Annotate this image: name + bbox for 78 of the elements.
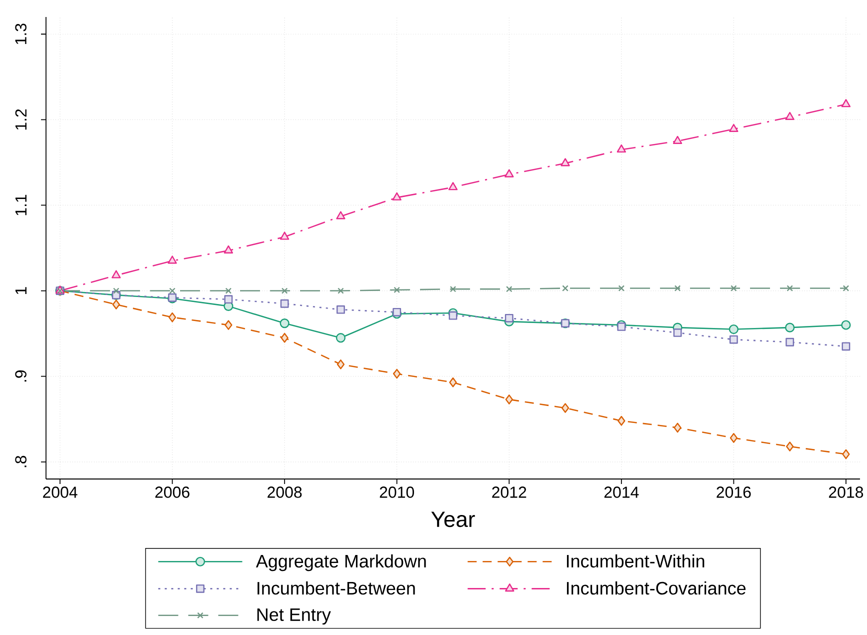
point: [449, 377, 457, 388]
y-tick-label: 1.1: [15, 194, 26, 216]
x-tick-label: 2016: [716, 486, 751, 498]
point: [169, 288, 176, 294]
point: [505, 394, 513, 404]
legend-label: Net Entry: [257, 608, 331, 625]
x-axis-title: Year: [431, 512, 475, 528]
point: [280, 318, 290, 328]
x-tick-label: 2008: [268, 486, 302, 498]
point: [336, 305, 345, 314]
point: [168, 256, 177, 264]
point: [336, 333, 346, 343]
legend-label: Aggregate Markdown: [256, 554, 426, 572]
point: [674, 422, 682, 433]
point: [841, 99, 851, 108]
x-tick-label: 2010: [380, 486, 414, 498]
point: [842, 342, 850, 351]
point: [224, 295, 233, 304]
point: [562, 285, 568, 292]
point: [281, 288, 288, 294]
point: [786, 442, 794, 452]
point: [506, 286, 512, 292]
point: [786, 285, 793, 292]
point: [618, 285, 625, 292]
point: [392, 192, 402, 200]
point: [112, 270, 121, 278]
y-tick-label: 1: [15, 287, 26, 294]
x-tick-label: 2018: [828, 486, 864, 498]
point: [728, 324, 738, 334]
point: [785, 322, 795, 332]
point: [785, 112, 794, 120]
x-tick-label: 2014: [604, 486, 639, 498]
point: [224, 320, 232, 330]
point: [392, 308, 402, 316]
point: [504, 314, 514, 322]
point: [672, 136, 682, 144]
point: [729, 124, 738, 132]
y-tick-label: .8: [15, 456, 26, 468]
x-tick-label: 2004: [43, 486, 78, 498]
point: [673, 328, 682, 337]
legend-label: Incumbent-Covariance: [566, 581, 746, 595]
point: [561, 403, 570, 413]
point: [841, 320, 851, 330]
point: [729, 335, 738, 344]
point: [674, 285, 681, 292]
point: [336, 211, 346, 220]
point: [280, 332, 288, 343]
point: [168, 312, 176, 322]
legend-label: Incumbent-Between: [258, 581, 415, 595]
point: [730, 433, 738, 443]
y-tick-label: 1.3: [15, 24, 26, 44]
legend-label: Incumbent-Within: [566, 554, 704, 568]
point: [448, 311, 458, 320]
point: [730, 285, 737, 292]
point: [618, 416, 626, 426]
point: [842, 285, 850, 292]
point: [394, 286, 400, 294]
point: [616, 144, 626, 153]
point: [842, 449, 850, 460]
point: [448, 182, 458, 190]
point: [225, 288, 232, 294]
point: [504, 169, 514, 178]
point: [224, 245, 234, 254]
point: [786, 338, 794, 346]
point: [560, 158, 570, 166]
point: [450, 286, 456, 292]
point: [112, 300, 120, 310]
point: [280, 232, 290, 240]
point: [617, 322, 626, 331]
x-tick-label: 2012: [492, 486, 526, 498]
point: [113, 288, 120, 294]
point: [393, 368, 401, 379]
y-tick-label: .9: [15, 370, 26, 382]
point: [338, 288, 344, 294]
point: [336, 359, 345, 370]
x-tick-label: 2006: [155, 486, 190, 498]
point: [280, 299, 289, 308]
y-tick-label: 1.2: [15, 109, 26, 130]
